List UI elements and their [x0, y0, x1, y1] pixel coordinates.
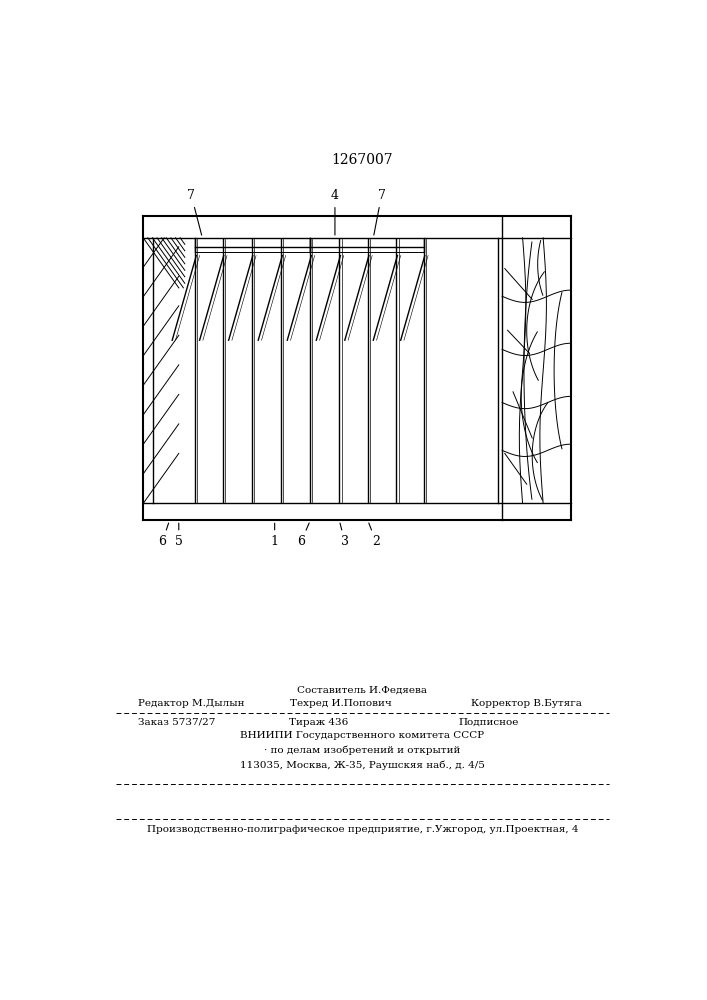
Text: Подписное: Подписное: [458, 718, 518, 727]
Text: · по делам изобретений и открытий: · по делам изобретений и открытий: [264, 745, 460, 755]
Text: 113035, Москва, Ж-35, Раушскяя наб., д. 4/5: 113035, Москва, Ж-35, Раушскяя наб., д. …: [240, 761, 485, 770]
Text: 3: 3: [340, 523, 349, 548]
Text: Техред И.Попович: Техред И.Попович: [290, 699, 391, 708]
Text: ВНИИПИ Государственного комитета СССР: ВНИИПИ Государственного комитета СССР: [240, 732, 484, 740]
Text: Заказ 5737/27: Заказ 5737/27: [138, 718, 215, 727]
Text: 6: 6: [158, 523, 168, 548]
Text: Производственно-полиграфическое предприятие, г.Ужгород, ул.Проектная, 4: Производственно-полиграфическое предприя…: [146, 825, 578, 834]
Text: 2: 2: [369, 523, 380, 548]
Text: Редактор М.Дылын: Редактор М.Дылын: [138, 699, 244, 708]
Text: Тираж 436: Тираж 436: [289, 718, 348, 727]
Text: 5: 5: [175, 523, 182, 548]
Text: Составитель И.Федяева: Составитель И.Федяева: [298, 685, 427, 694]
Text: 1267007: 1267007: [332, 153, 393, 167]
Text: 4: 4: [331, 189, 339, 235]
Text: 7: 7: [374, 189, 385, 235]
Text: 1: 1: [271, 523, 279, 548]
Text: Корректор В.Бутяга: Корректор В.Бутяга: [472, 699, 582, 708]
Text: 7: 7: [187, 189, 201, 235]
Text: 6: 6: [297, 523, 309, 548]
